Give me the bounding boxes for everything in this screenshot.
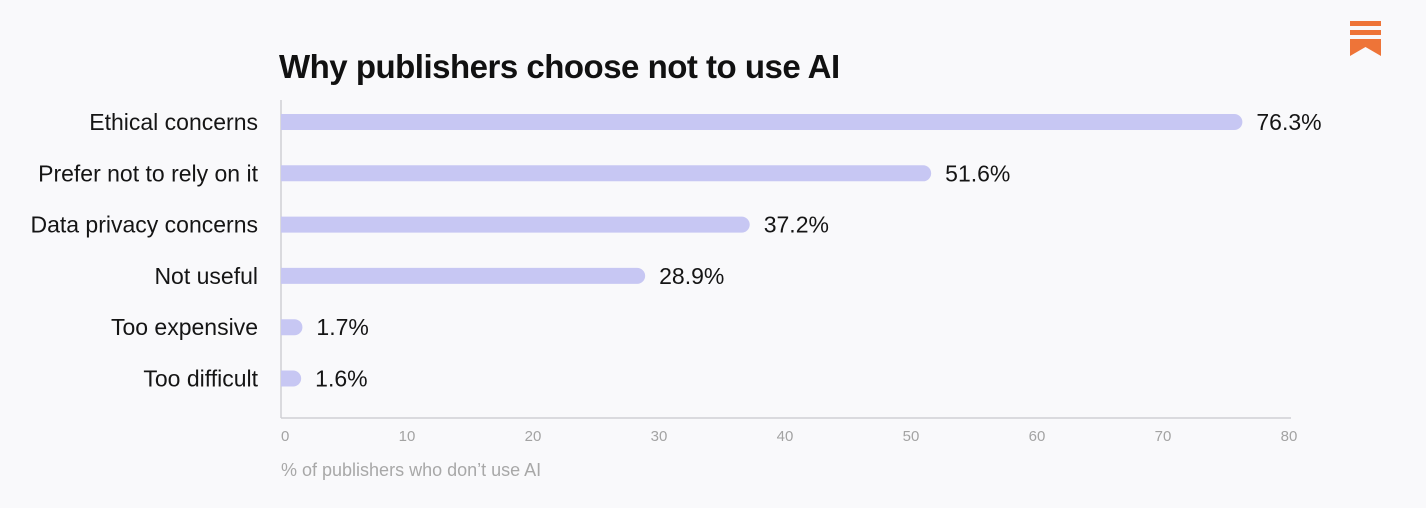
category-label: Not useful — [154, 263, 258, 289]
substack-bookmark-icon — [1350, 21, 1381, 56]
x-tick-label: 80 — [1281, 428, 1298, 445]
value-label: 1.7% — [316, 314, 368, 340]
bar — [281, 165, 932, 182]
category-label: Prefer not to rely on it — [38, 160, 258, 186]
value-label: 28.9% — [659, 263, 724, 289]
x-tick-label: 60 — [1029, 428, 1046, 445]
bar — [281, 114, 1243, 130]
value-label: 76.3% — [1256, 109, 1321, 135]
chart-title: Why publishers choose not to use AI — [279, 48, 840, 85]
x-tick-label: 70 — [1155, 428, 1172, 445]
x-tick-label: 30 — [651, 428, 668, 445]
x-tick-label: 0 — [281, 428, 289, 445]
category-label: Too expensive — [111, 314, 258, 340]
x-tick-labels: 0 10 20 30 40 50 60 70 80 — [281, 428, 1297, 445]
bar — [281, 267, 646, 284]
category-label: Ethical concerns — [89, 109, 258, 135]
bar — [281, 216, 750, 233]
x-tick-label: 20 — [525, 428, 542, 445]
value-label: 37.2% — [764, 212, 829, 238]
value-label: 51.6% — [945, 160, 1010, 186]
bars: Ethical concerns 76.3% Prefer not to rely … — [30, 109, 1321, 392]
x-tick-label: 50 — [903, 428, 920, 445]
bar — [281, 319, 303, 336]
category-label: Data privacy concerns — [30, 212, 258, 238]
value-label: 1.6% — [315, 366, 367, 392]
x-tick-label: 10 — [399, 428, 416, 445]
category-label: Too difficult — [143, 366, 258, 392]
bar — [281, 370, 302, 387]
x-axis-label: % of publishers who don’t use AI — [281, 460, 541, 480]
x-tick-label: 40 — [777, 428, 794, 445]
